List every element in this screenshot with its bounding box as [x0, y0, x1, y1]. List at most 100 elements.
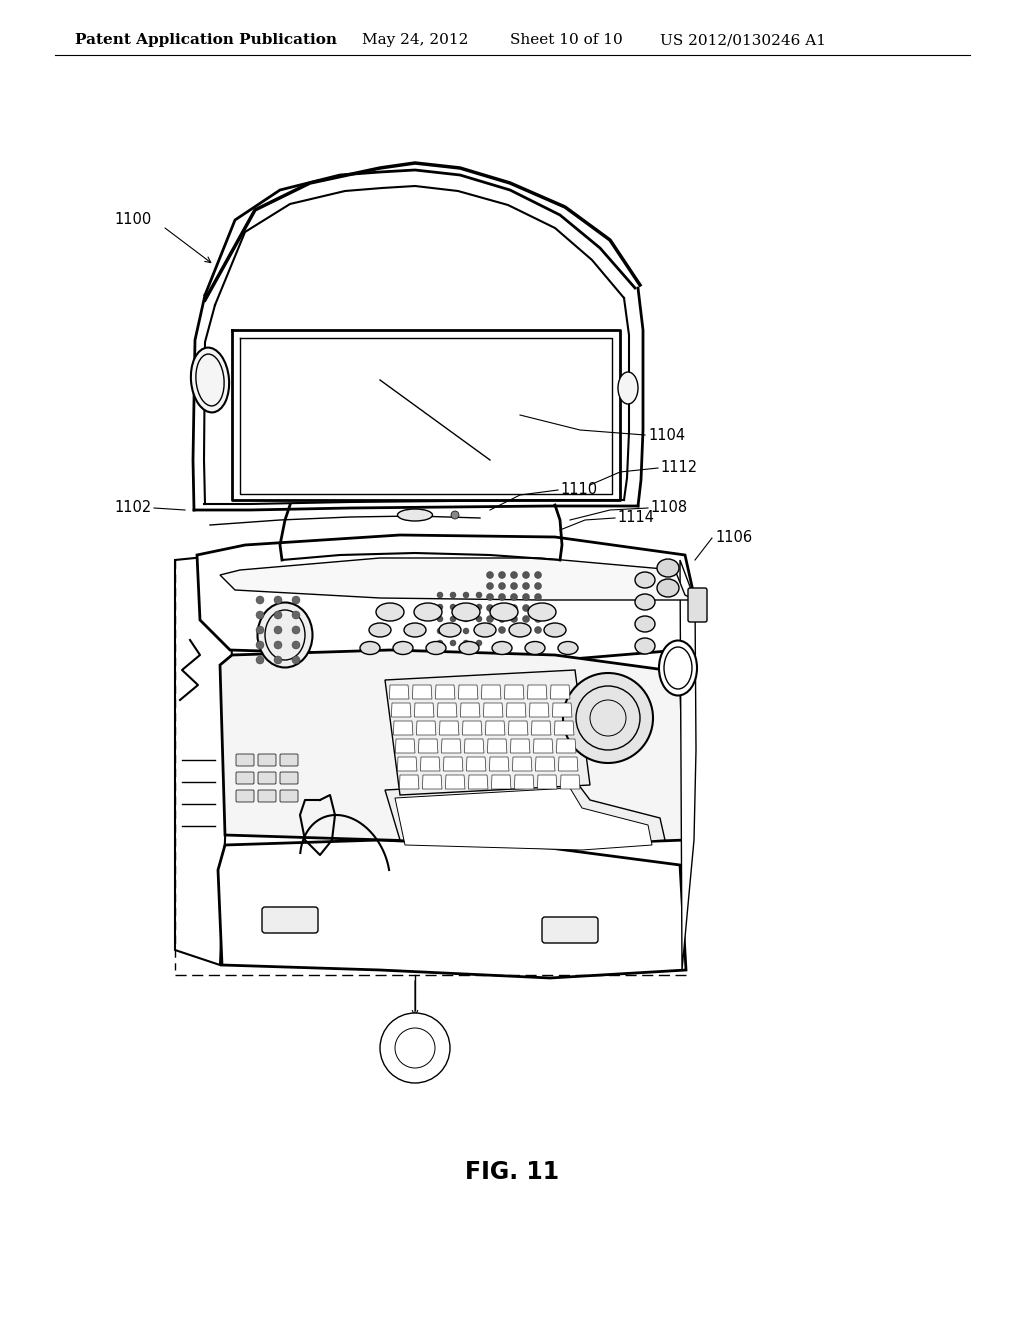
Circle shape — [486, 615, 494, 623]
Ellipse shape — [474, 623, 496, 638]
Ellipse shape — [404, 623, 426, 638]
Ellipse shape — [459, 642, 479, 655]
Polygon shape — [465, 739, 484, 752]
Circle shape — [292, 626, 300, 634]
Polygon shape — [220, 649, 686, 845]
FancyBboxPatch shape — [280, 789, 298, 803]
FancyBboxPatch shape — [262, 907, 318, 933]
FancyBboxPatch shape — [258, 754, 276, 766]
FancyBboxPatch shape — [542, 917, 598, 942]
Polygon shape — [175, 554, 232, 965]
Polygon shape — [551, 685, 570, 700]
Polygon shape — [441, 739, 461, 752]
Circle shape — [437, 605, 443, 610]
Circle shape — [256, 597, 264, 605]
Circle shape — [463, 616, 469, 622]
Circle shape — [463, 640, 469, 645]
Polygon shape — [439, 721, 459, 735]
FancyBboxPatch shape — [280, 754, 298, 766]
Text: US 2012/0130246 A1: US 2012/0130246 A1 — [660, 33, 826, 48]
Text: 1110: 1110 — [560, 483, 597, 498]
Polygon shape — [395, 739, 415, 752]
FancyBboxPatch shape — [688, 587, 707, 622]
Polygon shape — [529, 704, 549, 717]
Polygon shape — [413, 685, 432, 700]
Polygon shape — [469, 775, 488, 789]
Circle shape — [476, 640, 482, 645]
Circle shape — [437, 628, 443, 634]
Polygon shape — [435, 685, 455, 700]
Circle shape — [437, 616, 443, 622]
Ellipse shape — [635, 638, 655, 653]
Circle shape — [511, 582, 517, 590]
Circle shape — [499, 572, 506, 578]
Circle shape — [450, 605, 456, 610]
Ellipse shape — [492, 642, 512, 655]
Polygon shape — [459, 685, 478, 700]
Polygon shape — [197, 535, 695, 660]
Polygon shape — [487, 739, 507, 752]
Circle shape — [437, 591, 443, 598]
Ellipse shape — [452, 603, 480, 620]
Ellipse shape — [558, 642, 578, 655]
FancyBboxPatch shape — [258, 789, 276, 803]
Ellipse shape — [490, 603, 518, 620]
Circle shape — [476, 605, 482, 610]
Polygon shape — [511, 739, 530, 752]
Ellipse shape — [360, 642, 380, 655]
Polygon shape — [218, 840, 686, 978]
Circle shape — [511, 615, 517, 623]
Polygon shape — [389, 685, 409, 700]
Polygon shape — [485, 721, 505, 735]
Circle shape — [499, 594, 506, 601]
Circle shape — [499, 605, 506, 611]
Ellipse shape — [528, 603, 556, 620]
Polygon shape — [437, 704, 457, 717]
Circle shape — [463, 591, 469, 598]
Circle shape — [535, 572, 542, 578]
Circle shape — [522, 582, 529, 590]
Polygon shape — [492, 775, 511, 789]
Polygon shape — [419, 739, 438, 752]
Circle shape — [499, 582, 506, 590]
Ellipse shape — [426, 642, 446, 655]
Text: 1102: 1102 — [115, 500, 152, 516]
Ellipse shape — [414, 603, 442, 620]
Polygon shape — [423, 775, 442, 789]
Polygon shape — [553, 704, 572, 717]
Text: 1106: 1106 — [715, 531, 752, 545]
Circle shape — [256, 642, 264, 649]
Circle shape — [450, 628, 456, 634]
Polygon shape — [538, 775, 557, 789]
Text: 1114: 1114 — [617, 511, 654, 525]
Text: Sheet 10 of 10: Sheet 10 of 10 — [510, 33, 623, 48]
Polygon shape — [415, 704, 434, 717]
Circle shape — [535, 605, 542, 611]
Circle shape — [486, 594, 494, 601]
Circle shape — [463, 628, 469, 634]
Ellipse shape — [393, 642, 413, 655]
Text: Patent Application Publication: Patent Application Publication — [75, 33, 337, 48]
Polygon shape — [680, 560, 696, 970]
Ellipse shape — [525, 642, 545, 655]
Polygon shape — [558, 756, 578, 771]
Polygon shape — [505, 685, 524, 700]
Circle shape — [535, 582, 542, 590]
Circle shape — [437, 640, 443, 645]
FancyBboxPatch shape — [236, 772, 254, 784]
Text: FIG. 11: FIG. 11 — [465, 1160, 559, 1184]
Ellipse shape — [376, 603, 404, 620]
Polygon shape — [393, 721, 413, 735]
Circle shape — [511, 594, 517, 601]
Polygon shape — [556, 739, 575, 752]
Circle shape — [274, 597, 282, 605]
Circle shape — [274, 626, 282, 634]
Circle shape — [486, 605, 494, 611]
Polygon shape — [509, 721, 528, 735]
Polygon shape — [391, 704, 411, 717]
Circle shape — [522, 594, 529, 601]
Circle shape — [563, 673, 653, 763]
Polygon shape — [220, 558, 695, 601]
Ellipse shape — [635, 572, 655, 587]
FancyBboxPatch shape — [236, 754, 254, 766]
